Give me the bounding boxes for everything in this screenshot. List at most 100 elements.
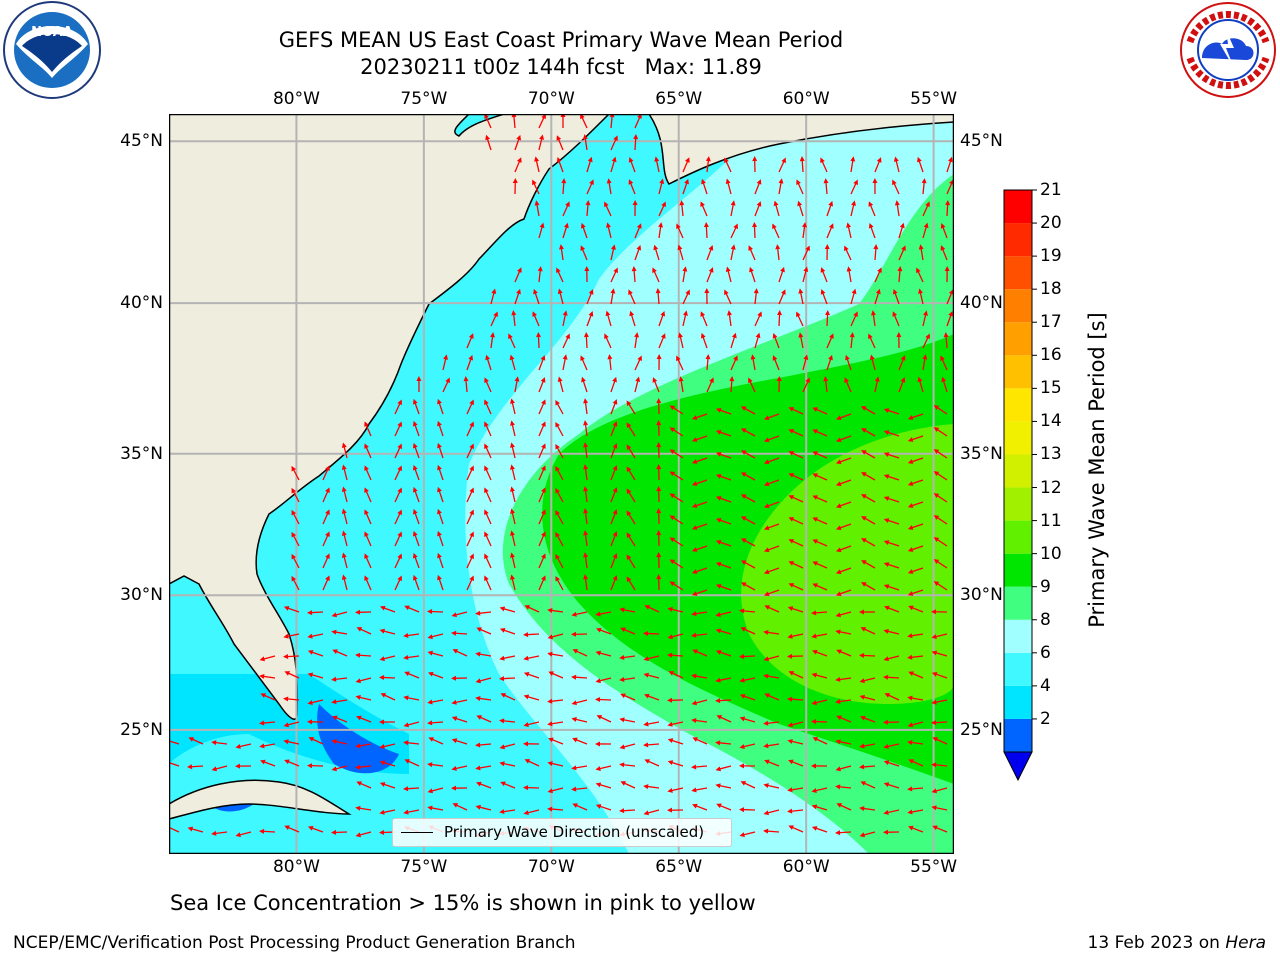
direction-arrow (778, 157, 786, 173)
direction-arrow (538, 114, 546, 129)
direction-arrow (235, 763, 252, 769)
direction-arrow (427, 720, 444, 726)
direction-arrow (883, 408, 900, 415)
direction-arrow (580, 222, 588, 239)
direction-arrow (394, 553, 402, 569)
direction-arrow (692, 737, 708, 745)
direction-arrow (716, 715, 732, 723)
direction-arrow (870, 310, 876, 327)
direction-arrow (355, 831, 372, 838)
direction-arrow (860, 715, 876, 723)
direction-arrow (715, 518, 732, 525)
direction-arrow (764, 693, 780, 701)
direction-arrow (798, 288, 804, 305)
direction-arrow (740, 406, 756, 415)
direction-arrow (859, 831, 876, 838)
direction-arrow (883, 760, 900, 767)
direction-arrow (595, 804, 612, 811)
direction-arrow (715, 628, 732, 635)
direction-arrow (485, 354, 492, 371)
direction-arrow (691, 501, 708, 508)
direction-arrow (562, 310, 568, 327)
direction-arrow (933, 581, 948, 591)
direction-arrow (933, 537, 948, 547)
direction-arrow (874, 376, 880, 393)
direction-arrow (932, 737, 948, 745)
direction-arrow (484, 553, 492, 569)
direction-arrow (725, 266, 732, 283)
direction-arrow (538, 487, 546, 503)
direction-arrow (812, 473, 828, 481)
direction-arrow (260, 693, 276, 701)
direction-arrow (835, 765, 852, 772)
cuba-land (169, 779, 352, 820)
direction-arrow (682, 266, 688, 283)
direction-arrow (691, 611, 708, 617)
colorbar-segment (1004, 619, 1032, 653)
direction-arrow (499, 676, 516, 682)
direction-arrow (691, 567, 708, 574)
direction-arrow (484, 377, 492, 393)
direction-arrow (538, 553, 546, 569)
footer-date: 13 Feb 2023 on Hera (1088, 933, 1266, 953)
direction-arrow (763, 523, 780, 531)
direction-arrow (466, 531, 474, 547)
direction-arrow (476, 627, 492, 635)
direction-arrow (883, 674, 900, 680)
direction-arrow (403, 695, 420, 701)
direction-arrow (850, 200, 856, 217)
direction-arrow (548, 671, 564, 679)
direction-arrow (787, 606, 804, 613)
direction-arrow (907, 786, 924, 792)
direction-arrow (427, 609, 444, 615)
direction-arrow (940, 223, 948, 239)
us-east-coast-land (169, 114, 611, 720)
direction-arrow (394, 509, 402, 525)
direction-arrow (835, 589, 852, 597)
direction-arrow (763, 629, 780, 635)
direction-arrow (632, 200, 638, 217)
direction-arrow (259, 743, 276, 749)
direction-arrow (556, 267, 564, 283)
direction-arrow (628, 157, 636, 173)
direction-arrow (933, 559, 948, 569)
direction-arrow (656, 486, 662, 503)
direction-arrow (610, 465, 618, 481)
direction-arrow (583, 574, 589, 591)
direction-arrow (490, 288, 497, 305)
direction-arrow (595, 627, 612, 635)
direction-arrow (547, 721, 564, 727)
direction-arrow (861, 428, 876, 437)
direction-arrow (788, 407, 804, 415)
direction-arrow (754, 201, 762, 217)
direction-arrow (556, 156, 564, 173)
direction-arrow (403, 786, 420, 792)
direction-arrow (763, 673, 780, 679)
direction-arrow (917, 156, 924, 173)
direction-arrow (868, 201, 876, 217)
direction-arrow (715, 474, 732, 481)
direction-arrow (524, 759, 540, 767)
direction-arrow (763, 828, 780, 834)
direction-arrow (643, 655, 660, 662)
direction-arrow (412, 398, 420, 415)
direction-arrow (437, 442, 444, 459)
direction-arrow (634, 244, 642, 261)
direction-arrow (307, 633, 324, 639)
direction-arrow (260, 759, 276, 767)
colorbar-tick-label: 17 (1040, 312, 1062, 333)
colorbar-segment (1004, 685, 1032, 719)
direction-arrow (307, 610, 324, 616)
direction-arrow (571, 611, 588, 617)
colorbar-tick-label: 10 (1040, 543, 1062, 564)
direction-arrow (322, 575, 330, 591)
direction-arrow (610, 421, 618, 437)
direction-arrow (724, 157, 732, 173)
direction-arrow (893, 156, 900, 173)
direction-arrow (667, 807, 684, 813)
direction-arrow (787, 808, 804, 814)
direction-arrow (484, 531, 492, 547)
direction-arrow (667, 607, 684, 613)
direction-arrow (512, 178, 518, 195)
direction-arrow (523, 785, 540, 791)
